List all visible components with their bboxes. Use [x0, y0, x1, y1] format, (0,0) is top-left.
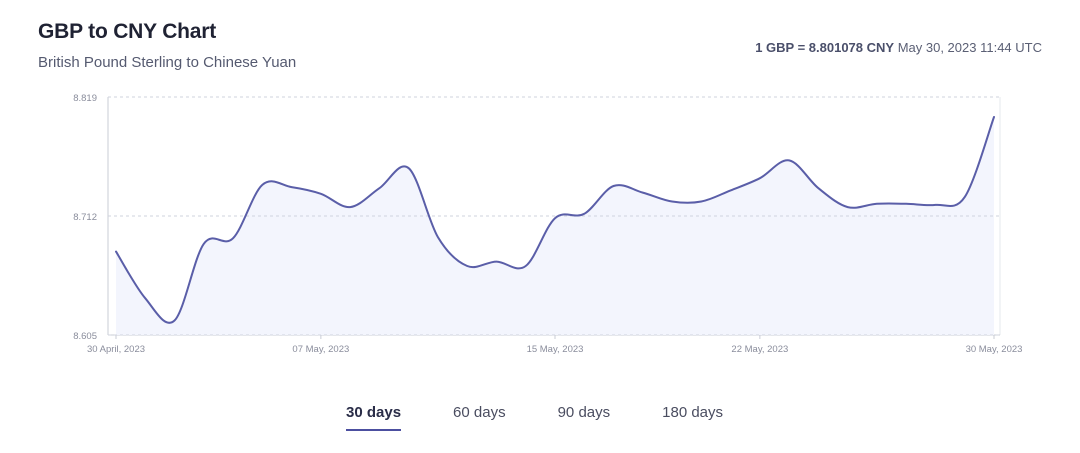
current-rate: 1 GBP = 8.801078 CNY May 30, 2023 11:44 … [755, 40, 1042, 55]
tab-90-days[interactable]: 90 days [557, 404, 611, 421]
chart-area[interactable]: 8.605 8.712 8.819 30 April, 2023 07 May, 202… [0, 0, 1080, 380]
y-tick-label: 8.819 [73, 93, 97, 104]
series-line [115, 116, 995, 324]
x-tick-label: 07 May, 2023 [292, 344, 349, 355]
x-tick-label: 30 April, 2023 [87, 344, 145, 355]
y-tick-label: 8.712 [73, 212, 97, 223]
tab-30-days[interactable]: 30 days [346, 404, 402, 431]
page-subtitle: British Pound Sterling to Chinese Yuan [38, 54, 297, 71]
exchange-rate-chart[interactable]: 8.605 8.712 8.819 30 April, 2023 07 May, 202… [0, 0, 1080, 380]
tab-60-days[interactable]: 60 days [453, 404, 506, 421]
y-tick-label: 8.605 [73, 331, 97, 342]
x-tick-label: 15 May, 2023 [527, 344, 584, 355]
x-tick-label: 22 May, 2023 [731, 344, 788, 355]
rate-value: 1 GBP = 8.801078 CNY [755, 40, 895, 55]
tab-180-days[interactable]: 180 days [662, 404, 724, 421]
range-tabs: 30 days 60 days 90 days 180 days [330, 404, 775, 431]
page-title: GBP to CNY Chart [38, 20, 217, 43]
x-tick-label: 30 May, 2023 [966, 344, 1023, 355]
series-area-fill [116, 117, 994, 335]
rate-timestamp: May 30, 2023 11:44 UTC [897, 40, 1042, 55]
